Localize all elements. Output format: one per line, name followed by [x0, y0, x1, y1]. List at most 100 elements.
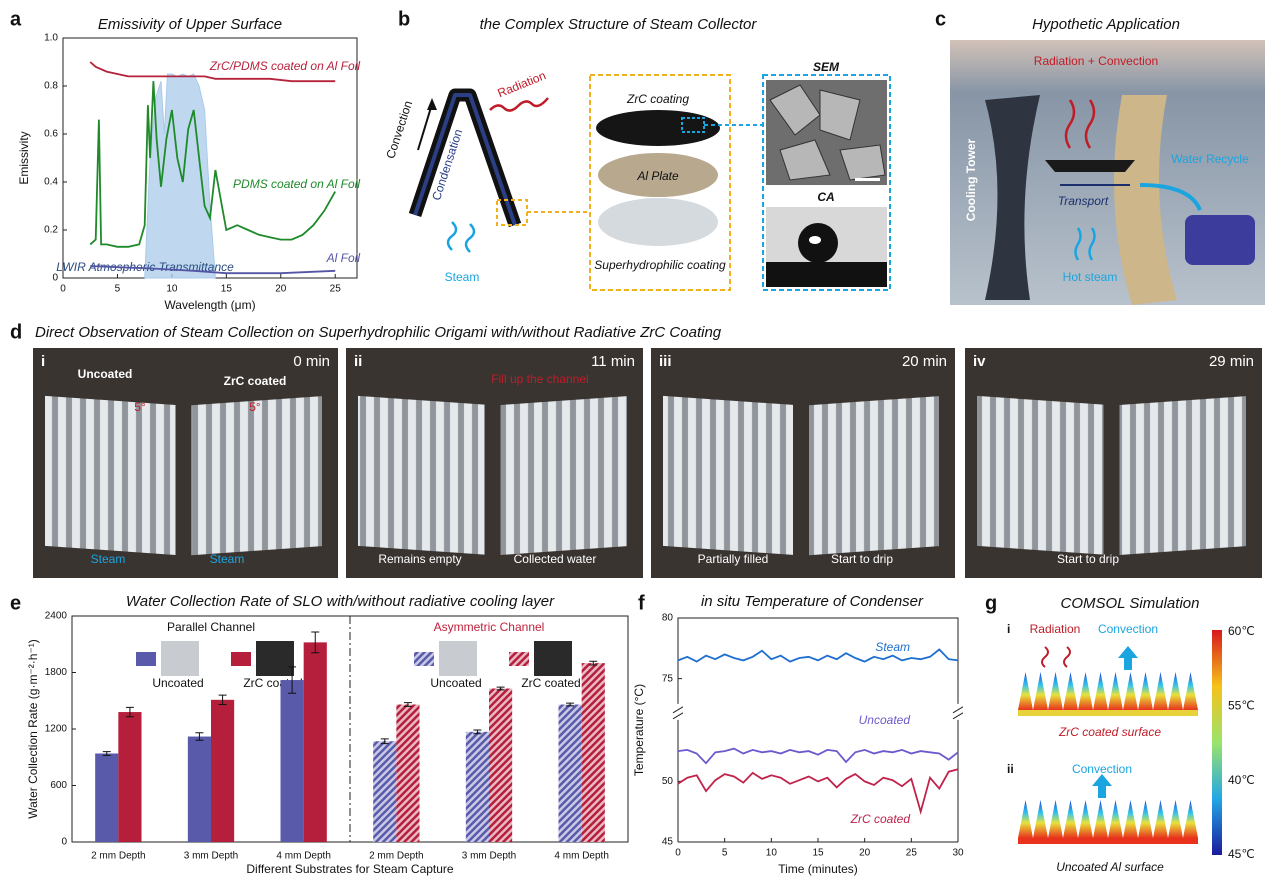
x-tick-label: 10 [766, 848, 778, 859]
arrow [1092, 774, 1112, 798]
legend-photo [534, 641, 572, 676]
error-bar [380, 738, 389, 745]
collector-diagram [408, 74, 891, 291]
legend-swatch [231, 652, 251, 666]
y-tick-label: 0.8 [44, 81, 58, 92]
x-tick-label: 3 mm Depth [462, 851, 516, 862]
spikes [1018, 800, 1198, 838]
x-axis-label: Wavelength (μm) [164, 298, 255, 312]
group-label: Asymmetric Channel [434, 620, 545, 634]
panel-title: Hypothetic Application [1032, 16, 1180, 33]
diagram-label: CA [817, 190, 834, 204]
frame-label: iv [973, 353, 986, 370]
diagram-label: Radiation + Convection [1034, 54, 1158, 68]
diagram-label: Al Plate [636, 169, 679, 183]
origami-left [663, 395, 793, 555]
frame-label: i [41, 353, 45, 370]
legend-swatch [509, 652, 529, 666]
diagram-label: Water Recycle [1171, 152, 1249, 166]
y-axis-label: Water Collection Rate (g·m⁻²·h⁻¹) [26, 639, 40, 819]
legend-swatch [414, 652, 434, 666]
error-bar [496, 686, 505, 691]
axis-break [672, 706, 684, 720]
diagram-label: Superhydrophilic coating [594, 258, 726, 272]
frame-time: 29 min [1209, 353, 1254, 370]
case-label: ii [1007, 762, 1014, 776]
diagram-label: Transport [1058, 194, 1109, 208]
error-bar [589, 660, 598, 666]
y-tick-label: 2400 [45, 611, 68, 622]
bar [118, 712, 142, 842]
colorbar-label: 55℃ [1228, 699, 1255, 713]
y-tick-label: 45 [662, 837, 674, 848]
photo-note: Steam [210, 552, 245, 566]
legend-label: Uncoated [152, 676, 203, 690]
surface [1018, 838, 1198, 844]
y-tick-label: 1.0 [44, 33, 58, 44]
frame-time: 11 min [591, 353, 635, 370]
bar [303, 642, 327, 842]
origami-left [358, 395, 485, 555]
legend-photo [161, 641, 199, 676]
arrow-label: Convection [1098, 622, 1158, 636]
bar [280, 680, 304, 842]
panel-title: Water Collection Rate of SLO with/withou… [126, 593, 555, 610]
bar [95, 753, 119, 842]
legend-photo [439, 641, 477, 676]
diagram-label: Hot steam [1063, 270, 1118, 284]
y-tick-label: 75 [662, 673, 674, 684]
y-tick-label: 50 [662, 776, 674, 787]
origami-right [1119, 396, 1246, 555]
error-bar [311, 631, 320, 654]
x-tick-label: 25 [330, 284, 342, 295]
photo-note: ZrC coated [224, 374, 287, 388]
x-tick-label: 15 [221, 284, 233, 295]
origami-right [809, 396, 939, 556]
line [89, 61, 336, 83]
x-tick-label: 5 [722, 848, 728, 859]
panel-title: Emissivity of Upper Surface [98, 16, 282, 33]
x-tick-label: 2 mm Depth [91, 851, 145, 862]
photo-note: Uncoated [78, 367, 133, 381]
y-tick-label: 0.4 [44, 177, 58, 188]
bar [396, 704, 420, 842]
panel-label: g [985, 592, 997, 614]
colorbar [1212, 630, 1222, 855]
x-tick-label: 0 [60, 284, 66, 295]
bar [465, 731, 489, 842]
x-tick-label: 25 [906, 848, 918, 859]
y-axis-label: Emissivity [17, 131, 31, 184]
bar [558, 704, 582, 842]
photo-note: Steam [91, 552, 126, 566]
error-bar [566, 702, 575, 707]
frame-label: ii [354, 353, 362, 370]
error-bar [195, 732, 204, 741]
photo-note: Start to drip [1057, 552, 1119, 566]
x-tick-label: 30 [952, 848, 964, 859]
axis [677, 617, 959, 842]
frame-time: 20 min [902, 353, 947, 370]
simulation: i Radiation Convection ZrC coated surface ii… [1007, 622, 1255, 874]
diagram-label: SEM [813, 60, 840, 74]
origami-right [191, 396, 322, 556]
x-tick-label: 4 mm Depth [276, 851, 330, 862]
bar [581, 663, 605, 842]
x-tick-label: 20 [859, 848, 871, 859]
photo-note: 5° [249, 400, 261, 414]
colorbar-label: 45℃ [1228, 847, 1255, 861]
photo-note: Fill up the channel [491, 372, 588, 386]
panel-title: in situ Temperature of Condenser [701, 593, 924, 610]
x-axis-label: Different Substrates for Steam Capture [246, 862, 454, 876]
x-tick-label: 5 [115, 284, 121, 295]
origami-left [45, 395, 176, 555]
application-photo [950, 40, 1265, 305]
y-tick-label: 80 [662, 613, 674, 624]
diagram-label: Cooling Tower [964, 138, 978, 221]
x-tick-label: 20 [275, 284, 287, 295]
y-tick-label: 1200 [45, 724, 68, 735]
photo-frames: i 0 min Uncoated ZrC coated 5° 5° Steam Steam ii… [33, 348, 1262, 578]
panel-label: f [638, 592, 645, 614]
error-bar [288, 666, 297, 694]
